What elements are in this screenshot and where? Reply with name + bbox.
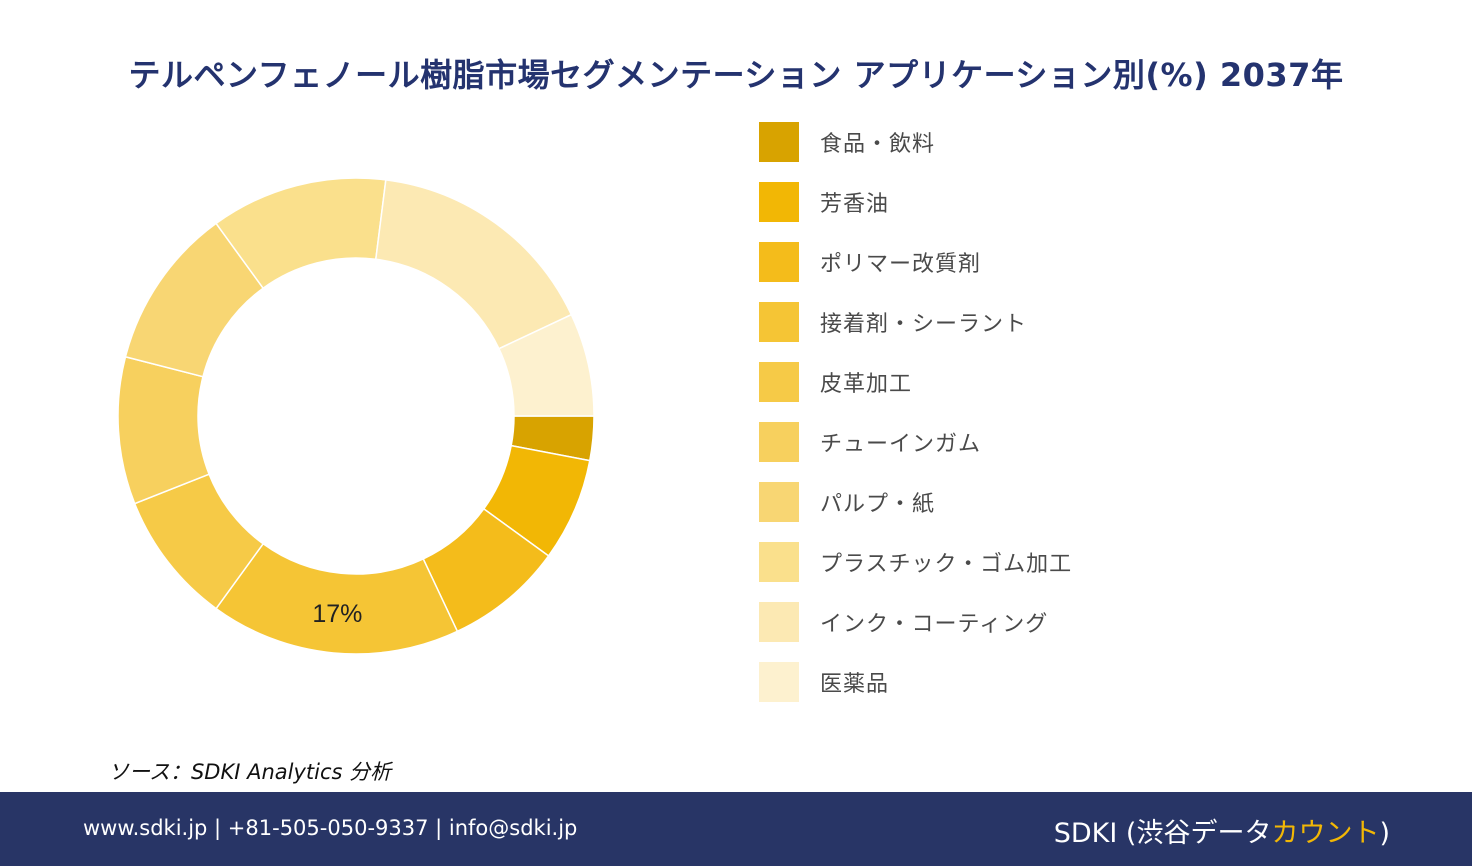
data-label: 17%: [312, 600, 362, 628]
legend-swatch: [759, 302, 799, 342]
legend-swatch: [759, 362, 799, 402]
legend-label: パルプ・紙: [820, 492, 936, 517]
legend-item: 接着剤・シーラント: [759, 302, 1027, 342]
legend-label: 芳香油: [820, 192, 890, 217]
brand-logo: SDKI (渋谷データカウント): [1054, 811, 1390, 850]
footer-bar: www.sdki.jp | +81-505-050-9337 | info@sd…: [0, 792, 1472, 866]
donut-chart: 17%: [117, 177, 595, 655]
source-note: ソース：SDKI Analytics 分析: [108, 760, 392, 784]
brand-end: ): [1379, 818, 1390, 849]
legend-label: 接着剤・シーラント: [820, 312, 1028, 337]
contact-info: www.sdki.jp | +81-505-050-9337 | info@sd…: [83, 816, 578, 840]
legend-swatch: [759, 122, 799, 162]
legend-item: 食品・飲料: [759, 122, 935, 162]
legend-item: プラスチック・ゴム加工: [759, 542, 1072, 582]
legend-item: チューインガム: [759, 422, 981, 462]
legend-swatch: [759, 662, 799, 702]
legend-item: ポリマー改質剤: [759, 242, 981, 282]
slices-group: [117, 177, 595, 655]
legend-swatch: [759, 482, 799, 522]
legend-item: パルプ・紙: [759, 482, 935, 522]
donut-slice: [374, 179, 573, 350]
legend-label: チューインガム: [820, 432, 982, 457]
legend-label: 食品・飲料: [820, 132, 936, 157]
legend-swatch: [759, 242, 799, 282]
legend-item: 医薬品: [759, 662, 889, 702]
data-labels-group: 17%: [312, 600, 362, 628]
legend-label: インク・コーティング: [820, 612, 1049, 637]
legend-item: 皮革加工: [759, 362, 912, 402]
legend-label: 医薬品: [820, 672, 890, 697]
legend-swatch: [759, 542, 799, 582]
chart-title: テルペンフェノール樹脂市場セグメンテーション アプリケーション別(%) 2037…: [128, 56, 1344, 94]
legend-label: 皮革加工: [820, 372, 913, 397]
brand-accent: カウント: [1271, 818, 1380, 849]
legend-swatch: [759, 182, 799, 222]
legend-item: 芳香油: [759, 182, 889, 222]
legend-label: プラスチック・ゴム加工: [820, 552, 1073, 577]
brand-main: SDKI (渋谷データ: [1053, 818, 1272, 849]
legend-item: インク・コーティング: [759, 602, 1048, 642]
legend-swatch: [759, 602, 799, 642]
donut-slice: [497, 313, 595, 417]
legend-swatch: [759, 422, 799, 462]
donut-slice: [215, 542, 459, 655]
legend-label: ポリマー改質剤: [820, 252, 982, 277]
